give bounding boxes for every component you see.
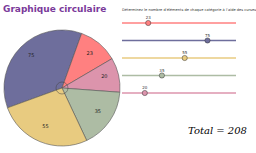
slider-track [122, 75, 236, 77]
data-label: 55 [42, 123, 48, 129]
total: Total = 208 [188, 125, 247, 136]
pie-slice [62, 59, 120, 93]
slider-value: 20 [142, 85, 148, 90]
slider-track [122, 22, 236, 24]
slider-handle[interactable] [182, 55, 187, 60]
subtitle: Déterminez le nombre d'éléments de chaqu… [122, 8, 256, 12]
data-label: 35 [95, 108, 101, 114]
slider-value: 75 [205, 33, 211, 38]
data-label: 23 [87, 50, 93, 56]
center-mark [56, 82, 68, 94]
slider-handle[interactable] [159, 73, 164, 78]
slider-handle[interactable] [146, 20, 151, 25]
pie-slice [7, 88, 86, 146]
slider-track [122, 92, 236, 94]
total-value: 208 [227, 125, 247, 136]
data-label: 75 [28, 52, 34, 58]
slider-value: 55 [182, 50, 188, 55]
slider-handle[interactable] [205, 38, 210, 43]
slider-track [122, 57, 236, 59]
total-label: Total = [188, 125, 228, 136]
slider-value: 35 [159, 68, 165, 73]
slider-handle[interactable] [142, 90, 147, 95]
slider-value: 23 [146, 15, 152, 20]
title: Graphique circulaire [3, 4, 106, 14]
slider-track [122, 40, 236, 42]
data-label: 20 [101, 73, 107, 79]
